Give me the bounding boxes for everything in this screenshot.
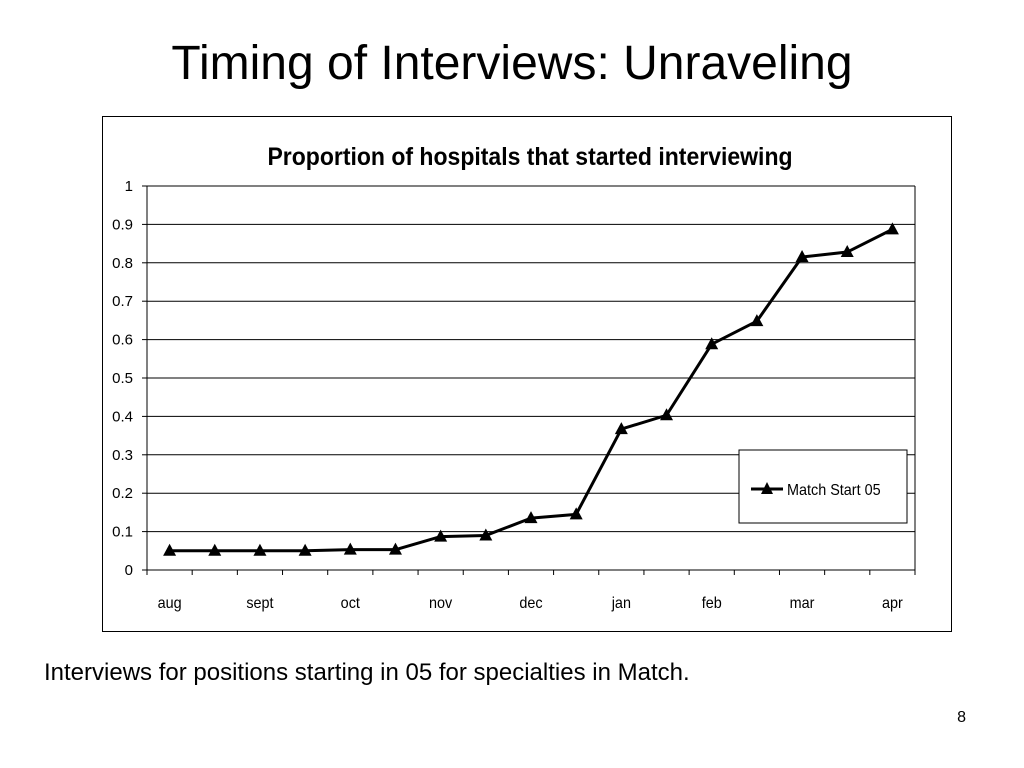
data-point-marker	[885, 222, 899, 235]
chart-title: Proportion of hospitals that started int…	[267, 143, 792, 171]
data-point-marker	[434, 529, 448, 542]
y-tick-label: 0.1	[112, 524, 133, 541]
data-point-marker	[569, 507, 583, 520]
y-tick-label: 0.2	[112, 485, 133, 502]
chart-frame: Proportion of hospitals that started int…	[102, 116, 952, 632]
axes	[142, 185, 916, 575]
page-number: 8	[957, 709, 966, 726]
gridlines	[147, 185, 915, 533]
data-point-marker	[795, 250, 809, 263]
data-point-marker	[524, 511, 538, 524]
y-axis-tick-labels: 0 0.1 0.2 0.3 0.4 0.5 0.6 0.7 0.8 0.9 1	[112, 178, 133, 579]
y-tick-label: 0.8	[112, 255, 133, 272]
x-tick-label: jan	[611, 594, 631, 612]
data-point-marker	[614, 422, 628, 435]
data-point-marker	[750, 314, 764, 327]
data-point-marker	[298, 543, 312, 556]
x-tick-label: dec	[519, 594, 543, 612]
line-chart: Proportion of hospitals that started int…	[112, 143, 916, 612]
legend-label: Match Start 05	[787, 481, 881, 499]
data-point-marker	[705, 337, 719, 350]
data-point-marker	[253, 543, 267, 556]
y-tick-label: 1	[125, 178, 133, 195]
y-tick-label: 0.4	[112, 408, 133, 425]
y-tick-label: 0.3	[112, 447, 133, 464]
data-point-marker	[479, 528, 493, 541]
y-tick-label: 0	[125, 562, 133, 579]
x-tick-label: feb	[702, 594, 722, 612]
data-point-marker	[163, 543, 177, 556]
x-tick-label: oct	[341, 594, 361, 612]
legend: Match Start 05	[738, 449, 908, 524]
x-axis-tick-labels: aug sept oct nov dec jan feb mar apr	[158, 594, 903, 612]
data-point-marker	[343, 542, 357, 555]
x-tick-label: sept	[246, 594, 274, 612]
y-tick-label: 0.5	[112, 370, 133, 387]
x-tick-label: nov	[429, 594, 453, 612]
x-tick-label: apr	[882, 594, 903, 612]
slide-caption: Interviews for positions starting in 05 …	[44, 659, 690, 686]
x-tick-label: aug	[158, 594, 182, 612]
series-match-start-05	[163, 222, 899, 556]
y-tick-label: 0.7	[112, 293, 133, 310]
y-tick-label: 0.9	[112, 216, 133, 233]
slide-title: Timing of Interviews: Unraveling	[171, 37, 853, 90]
legend-marker-triangle	[761, 482, 773, 494]
y-tick-label: 0.6	[112, 332, 133, 349]
data-point-marker	[208, 543, 222, 556]
x-tick-label: mar	[790, 594, 815, 612]
data-point-marker	[660, 408, 674, 421]
data-point-marker	[840, 245, 854, 258]
data-point-marker	[388, 542, 402, 555]
